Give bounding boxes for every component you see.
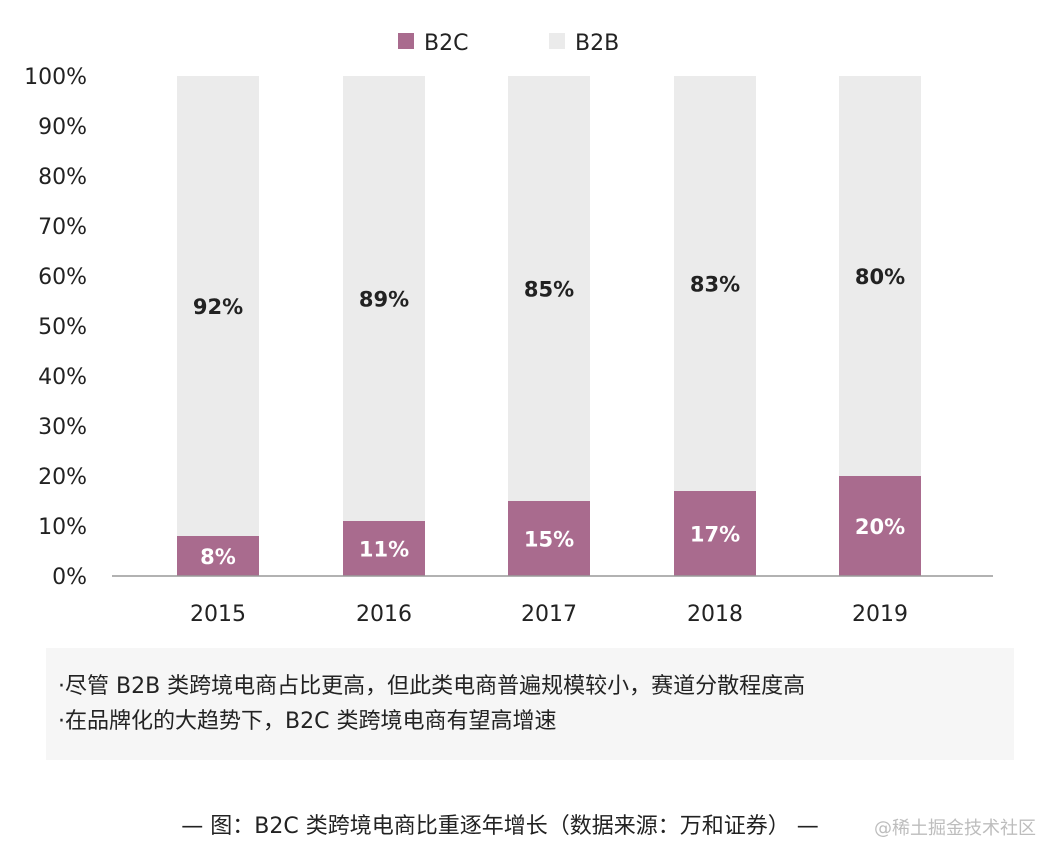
x-tick-label: 2017 [521,602,577,627]
data-label-b2c: 11% [359,538,409,562]
y-tick-label: 70% [38,215,87,240]
legend-label-b2b: B2B [575,31,619,56]
y-tick-label: 60% [38,265,87,290]
data-label-b2b: 83% [690,273,740,297]
bar-b2b [508,76,590,501]
bar-b2b [343,76,425,521]
y-tick-label: 10% [38,515,87,540]
data-label-b2c: 17% [690,523,740,547]
y-tick-label: 40% [38,365,87,390]
data-label-b2b: 80% [855,265,905,289]
figure-caption: — 图：B2C 类跨境电商比重逐年增长（数据来源：万和证券） — [181,814,819,839]
note-line-1: ·尽管 B2B 类跨境电商占比更高，但此类电商普遍规模较小，赛道分散程度高 [58,674,806,699]
bar-b2b [177,76,259,536]
x-tick-label: 2015 [190,602,246,627]
legend-label-b2c: B2C [424,31,468,56]
bar-b2c [343,521,425,576]
legend-swatch-b2c [398,33,414,49]
data-label-b2b: 89% [359,288,409,312]
y-tick-label: 30% [38,415,87,440]
x-tick-label: 2016 [356,602,412,627]
y-tick-label: 0% [52,565,87,590]
y-tick-label: 100% [24,65,87,90]
note-line-2: ·在品牌化的大趋势下，B2C 类跨境电商有望高增速 [58,709,557,734]
watermark: @稀土掘金技术社区 [874,818,1036,839]
bar-b2c [674,491,756,576]
stacked-bar-chart: 0% 10% 20% 30% 40% 50% 60% 70% 80% 90% 100% 8% 92% 20… [24,31,993,627]
data-label-b2b: 92% [193,295,243,319]
legend-swatch-b2b [549,33,565,49]
bar-b2c [177,536,259,576]
y-tick-label: 90% [38,115,87,140]
bar-b2c [839,476,921,576]
bar-b2b [674,76,756,491]
data-label-b2c: 8% [200,545,236,569]
bar-b2c [508,501,590,576]
notes-box [46,648,1014,760]
data-label-b2c: 20% [855,515,905,539]
x-tick-label: 2018 [687,602,743,627]
y-tick-label: 80% [38,165,87,190]
data-label-b2c: 15% [524,528,574,552]
x-tick-label: 2019 [852,602,908,627]
bar-b2b [839,76,921,476]
y-tick-label: 20% [38,465,87,490]
data-label-b2b: 85% [524,278,574,302]
y-tick-label: 50% [38,315,87,340]
